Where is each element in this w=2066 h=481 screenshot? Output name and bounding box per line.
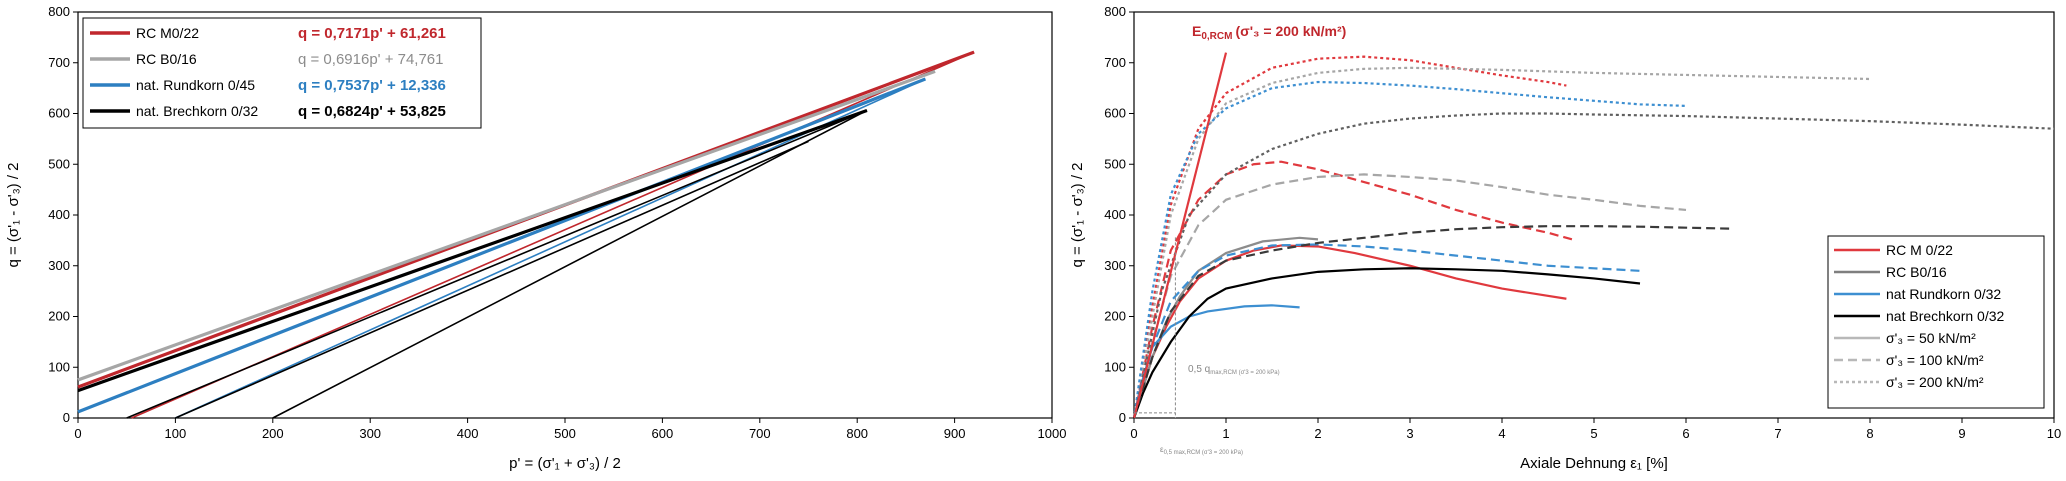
y-tick-label: 100 bbox=[48, 359, 70, 374]
legend-label: σ'₃ = 200 kN/m² bbox=[1886, 374, 1984, 390]
series-line bbox=[1132, 243, 1641, 419]
right-y-axis-title: q = (σ'₁ - σ'₃) / 2 bbox=[1069, 162, 1086, 267]
x-tick-label: 3 bbox=[1406, 426, 1413, 441]
legend-equation: q = 0,6824p' + 53,825 bbox=[298, 103, 446, 120]
x-tick-label: 500 bbox=[554, 426, 576, 441]
x-tick-label: 5 bbox=[1590, 426, 1597, 441]
x-tick-label: 200 bbox=[262, 426, 284, 441]
left-y-axis-title: q = (σ'₁ - σ'₃) / 2 bbox=[5, 162, 22, 267]
legend-equation: q = 0,6916p' + 74,761 bbox=[298, 51, 444, 68]
legend-label: RC M 0/22 bbox=[1886, 242, 1953, 258]
series-line bbox=[1132, 267, 1641, 419]
legend-label: σ'₃ = 100 kN/m² bbox=[1886, 352, 1984, 368]
stress-path-line bbox=[272, 109, 868, 419]
y-tick-label: 500 bbox=[1104, 156, 1126, 171]
stress-path-line bbox=[175, 140, 809, 419]
legend-equation: q = 0,7171p' + 61,261 bbox=[298, 25, 446, 42]
series-line bbox=[1132, 80, 1687, 419]
x-tick-label: 700 bbox=[749, 426, 771, 441]
series-line bbox=[1132, 112, 2055, 419]
y-tick-label: 200 bbox=[1104, 309, 1126, 324]
eps-annotation: ε0,5 max,RCM (σ'3 = 200 kPa) bbox=[1160, 445, 1243, 456]
x-tick-label: 2 bbox=[1314, 426, 1321, 441]
x-tick-label: 100 bbox=[165, 426, 187, 441]
legend-label: nat. Rundkorn 0/45 bbox=[136, 77, 255, 93]
e0-annotation: E0,RCM (σ'₃ = 200 kN/m²) bbox=[1192, 23, 1346, 42]
legend-label: RC M0/22 bbox=[136, 25, 199, 41]
x-tick-label: 1 bbox=[1222, 426, 1229, 441]
x-tick-label: 900 bbox=[944, 426, 966, 441]
series-line bbox=[1132, 225, 1733, 419]
y-tick-label: 400 bbox=[1104, 207, 1126, 222]
left-legend: RC M0/22 q = 0,7171p' + 61,261 RC B0/16 q =… bbox=[82, 17, 482, 129]
series-line bbox=[77, 77, 926, 414]
x-tick-label: 0 bbox=[74, 426, 81, 441]
legend-label: σ'₃ = 50 kN/m² bbox=[1886, 330, 1976, 346]
series-line bbox=[77, 69, 936, 382]
y-tick-label: 300 bbox=[1104, 258, 1126, 273]
right-legend-box bbox=[1827, 235, 2045, 409]
x-tick-label: 0 bbox=[1130, 426, 1137, 441]
series-line bbox=[1132, 55, 1567, 419]
x-tick-label: 800 bbox=[846, 426, 868, 441]
x-tick-label: 6 bbox=[1682, 426, 1689, 441]
left-y-ticks: 0 100 200 300 400 500 600 700 800 bbox=[48, 4, 78, 425]
x-tick-label: 4 bbox=[1498, 426, 1505, 441]
right-x-axis-title: Axiale Dehnung ε₁ [%] bbox=[1520, 455, 1668, 472]
legend-label: nat. Brechkorn 0/32 bbox=[136, 103, 258, 119]
series-line bbox=[1132, 66, 1871, 419]
y-tick-label: 200 bbox=[48, 309, 70, 324]
right-chart: 0 1 2 3 4 5 6 7 8 9 10 0 100 200 300 400 500 600 700 800 A… bbox=[1069, 4, 2061, 472]
x-tick-label: 9 bbox=[1958, 426, 1965, 441]
y-tick-label: 500 bbox=[48, 156, 70, 171]
left-legend-box bbox=[82, 17, 482, 129]
x-tick-label: 1000 bbox=[1038, 426, 1067, 441]
stress-path-line bbox=[126, 109, 868, 419]
left-series-lines bbox=[77, 50, 975, 419]
y-tick-label: 800 bbox=[48, 4, 70, 19]
series-line bbox=[1132, 160, 1576, 419]
legend-label: RC B0/16 bbox=[136, 51, 197, 67]
y-tick-label: 700 bbox=[48, 55, 70, 70]
y-tick-label: 0 bbox=[1119, 410, 1126, 425]
series-line bbox=[1132, 173, 1687, 419]
y-tick-label: 0 bbox=[63, 410, 70, 425]
right-legend: RC M 0/22 RC B0/16 nat Rundkorn 0/32 nat Br… bbox=[1827, 235, 2045, 409]
y-tick-label: 600 bbox=[48, 106, 70, 121]
y-tick-label: 600 bbox=[1104, 106, 1126, 121]
left-x-ticks: 0 100 200 300 400 500 600 700 800 900 1000 bbox=[74, 418, 1066, 441]
series-line bbox=[77, 108, 868, 393]
right-y-ticks: 0 100 200 300 400 500 600 700 800 bbox=[1104, 4, 1134, 425]
right-x-ticks: 0 1 2 3 4 5 6 7 8 9 10 bbox=[1130, 418, 2061, 441]
y-tick-label: 300 bbox=[48, 258, 70, 273]
series-line bbox=[1132, 52, 1228, 419]
left-chart: 0 100 200 300 400 500 600 700 800 900 1000 0 100 200… bbox=[5, 4, 1066, 472]
y-tick-label: 400 bbox=[48, 207, 70, 222]
right-series-lines bbox=[1132, 52, 2055, 419]
x-tick-label: 300 bbox=[359, 426, 381, 441]
x-tick-label: 400 bbox=[457, 426, 479, 441]
y-tick-label: 800 bbox=[1104, 4, 1126, 19]
y-tick-label: 700 bbox=[1104, 55, 1126, 70]
legend-label: RC B0/16 bbox=[1886, 264, 1947, 280]
right-annotations: E0,RCM (σ'₃ = 200 kN/m²) 0,5 qmax,RCM (σ'… bbox=[1134, 23, 1346, 456]
legend-label: nat Rundkorn 0/32 bbox=[1886, 286, 2001, 302]
x-tick-label: 10 bbox=[2047, 426, 2061, 441]
left-x-axis-title: p' = (σ'₁ + σ'₃) / 2 bbox=[509, 455, 621, 472]
x-tick-label: 600 bbox=[652, 426, 674, 441]
legend-label: nat Brechkorn 0/32 bbox=[1886, 308, 2005, 324]
legend-equation: q = 0,7537p' + 12,336 bbox=[298, 77, 446, 94]
x-tick-label: 7 bbox=[1774, 426, 1781, 441]
half-q-annotation: 0,5 qmax,RCM (σ'3 = 200 kPa) bbox=[1188, 364, 1280, 376]
y-tick-label: 100 bbox=[1104, 359, 1126, 374]
x-tick-label: 8 bbox=[1866, 426, 1873, 441]
